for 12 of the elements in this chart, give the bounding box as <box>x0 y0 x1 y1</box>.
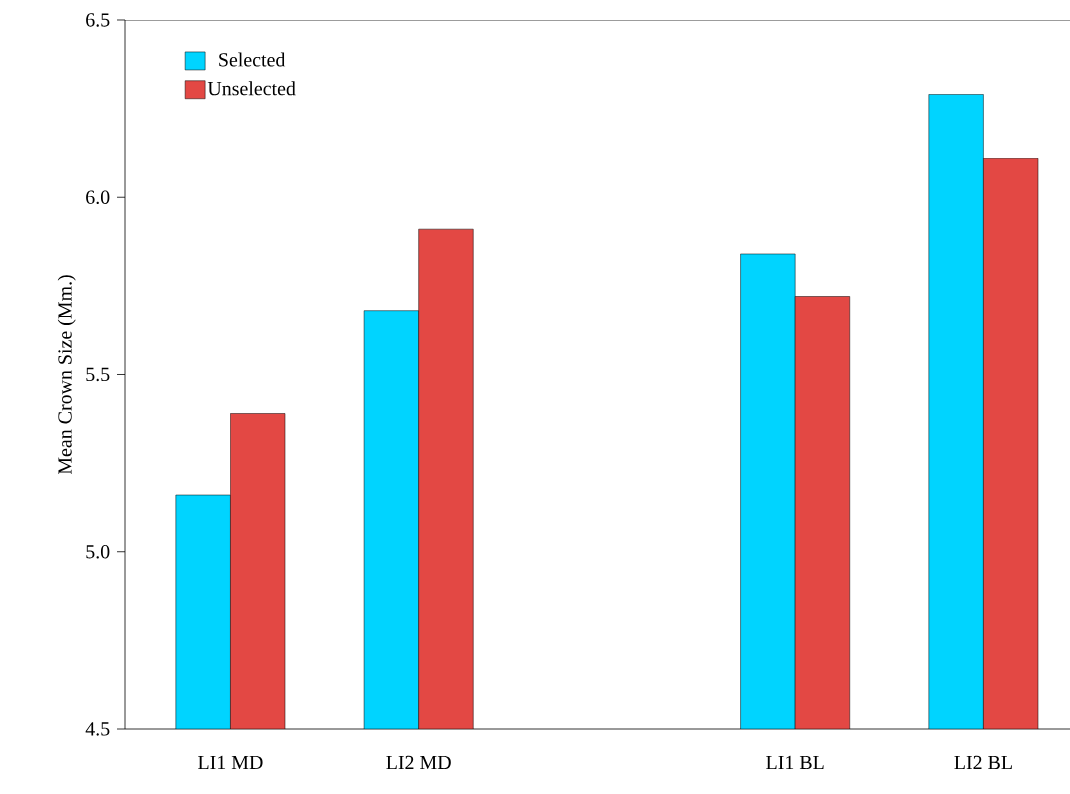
x-tick-label: LI1 BL <box>766 755 824 770</box>
x-tick-label: LI1 MD <box>198 755 263 770</box>
y-tick-label: 5.5 <box>86 367 110 382</box>
y-axis-title: Mean Crown Size (Mm.) <box>57 275 76 475</box>
y-tick-label: 5.0 <box>86 544 110 559</box>
x-tick-label: LI2 MD <box>386 755 451 770</box>
legend-label: Selected <box>219 52 286 67</box>
y-tick-label: 6.0 <box>86 190 110 205</box>
y-tick-label: 4.5 <box>85 722 110 736</box>
y-tick-label: 6.5 <box>86 13 110 27</box>
x-tick-label: LI2 BL <box>954 755 1012 770</box>
legend-label: Unselected <box>207 81 296 96</box>
